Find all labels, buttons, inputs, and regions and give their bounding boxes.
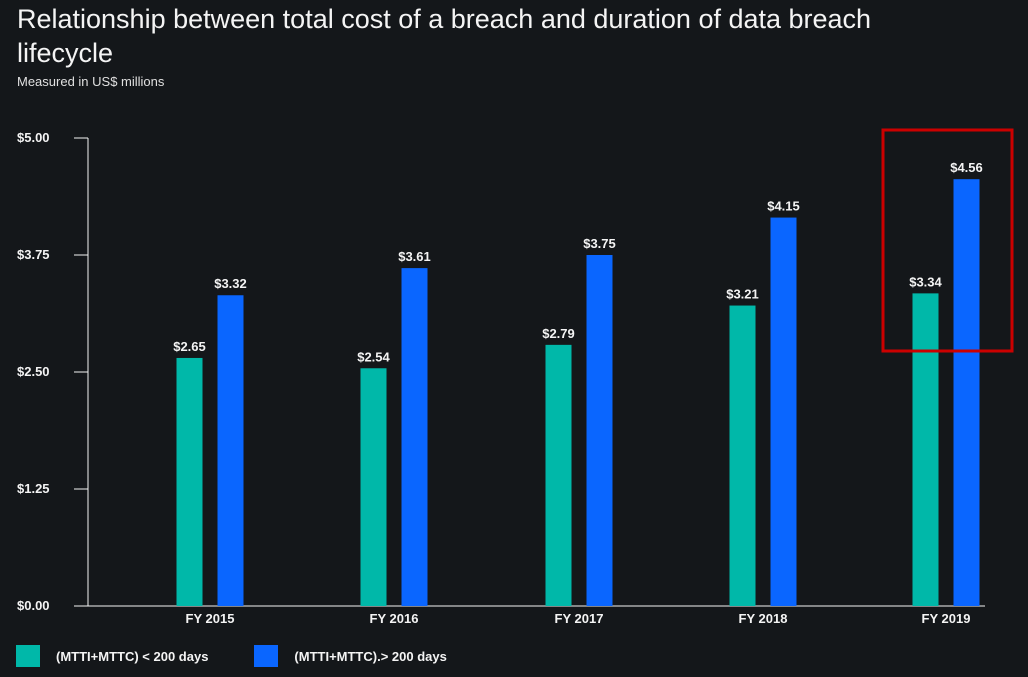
- y-tick-label: $5.00: [17, 130, 50, 145]
- bar-under-200: [545, 344, 572, 606]
- bar-under-200: [912, 293, 939, 606]
- bar-over-200: [953, 179, 980, 606]
- bar-value-label: $3.61: [398, 249, 431, 264]
- highlight-box: [881, 128, 1014, 353]
- y-tick-label: $1.25: [17, 481, 50, 496]
- legend-item-over-200: (MTTI+MTTC).> 200 days: [254, 645, 447, 667]
- x-category-label: FY 2017: [555, 611, 604, 626]
- bar-under-200: [729, 305, 756, 606]
- bar-value-label: $2.54: [357, 349, 390, 364]
- bar-over-200: [401, 268, 428, 606]
- legend-swatch-teal: [16, 645, 40, 667]
- bar-over-200: [217, 295, 244, 606]
- bar-value-label: $3.21: [726, 287, 759, 302]
- chart-legend: (MTTI+MTTC) < 200 days (MTTI+MTTC).> 200…: [16, 645, 493, 667]
- x-category-label: FY 2015: [186, 611, 235, 626]
- y-tick-label: $2.50: [17, 364, 50, 379]
- highlight-box-group: [881, 128, 1014, 353]
- bar-value-label: $3.32: [214, 276, 247, 291]
- x-category-label: FY 2018: [739, 611, 788, 626]
- legend-swatch-blue: [254, 645, 279, 667]
- chart-axes: $0.00 $1.25 $2.50 $3.75 $5.00: [17, 130, 985, 613]
- bar-over-200: [770, 217, 797, 606]
- bar-over-200: [586, 255, 613, 606]
- bar-value-label: $2.65: [173, 339, 206, 354]
- chart-title: Relationship between total cost of a bre…: [17, 4, 872, 68]
- x-category-label: FY 2016: [370, 611, 419, 626]
- chart-labels: $2.65 $3.32 FY 2015 $2.54 $3.61 FY 2016 $2.79 $…: [173, 160, 983, 626]
- bar-under-200: [176, 357, 203, 606]
- y-tick-label: $0.00: [17, 598, 50, 613]
- chart-subtitle: Measured in US$ millions: [17, 74, 165, 89]
- x-category-label: FY 2019: [922, 611, 971, 626]
- y-tick-label: $3.75: [17, 247, 50, 262]
- bar-value-label: $3.75: [583, 236, 616, 251]
- legend-label-over-200: (MTTI+MTTC).> 200 days: [294, 648, 447, 664]
- bar-value-label: $4.56: [950, 160, 983, 175]
- bar-value-label: $3.34: [909, 274, 942, 289]
- legend-label-under-200: (MTTI+MTTC) < 200 days: [56, 648, 209, 664]
- chart-bars: [176, 179, 980, 606]
- bar-value-label: $4.15: [767, 199, 800, 214]
- bar-under-200: [360, 368, 387, 606]
- bar-chart: $0.00 $1.25 $2.50 $3.75 $5.00 $2.65 $3.32 FY 2…: [17, 128, 1014, 626]
- bar-value-label: $2.79: [542, 326, 575, 341]
- legend-item-under-200: (MTTI+MTTC) < 200 days: [16, 645, 208, 667]
